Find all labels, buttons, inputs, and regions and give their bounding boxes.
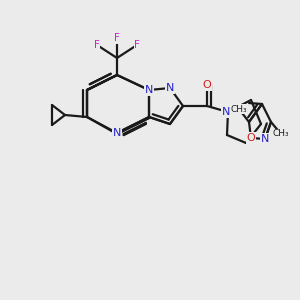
Text: N: N [166, 83, 174, 93]
Text: CH₃: CH₃ [273, 130, 289, 139]
Text: N: N [261, 134, 269, 144]
Text: F: F [114, 33, 120, 43]
Text: N: N [222, 107, 230, 117]
Text: F: F [134, 40, 140, 50]
Text: F: F [94, 40, 100, 50]
Text: O: O [247, 133, 255, 143]
Text: N: N [145, 85, 153, 95]
Text: N: N [113, 128, 121, 138]
Text: CH₃: CH₃ [231, 104, 247, 113]
Text: O: O [202, 80, 211, 90]
